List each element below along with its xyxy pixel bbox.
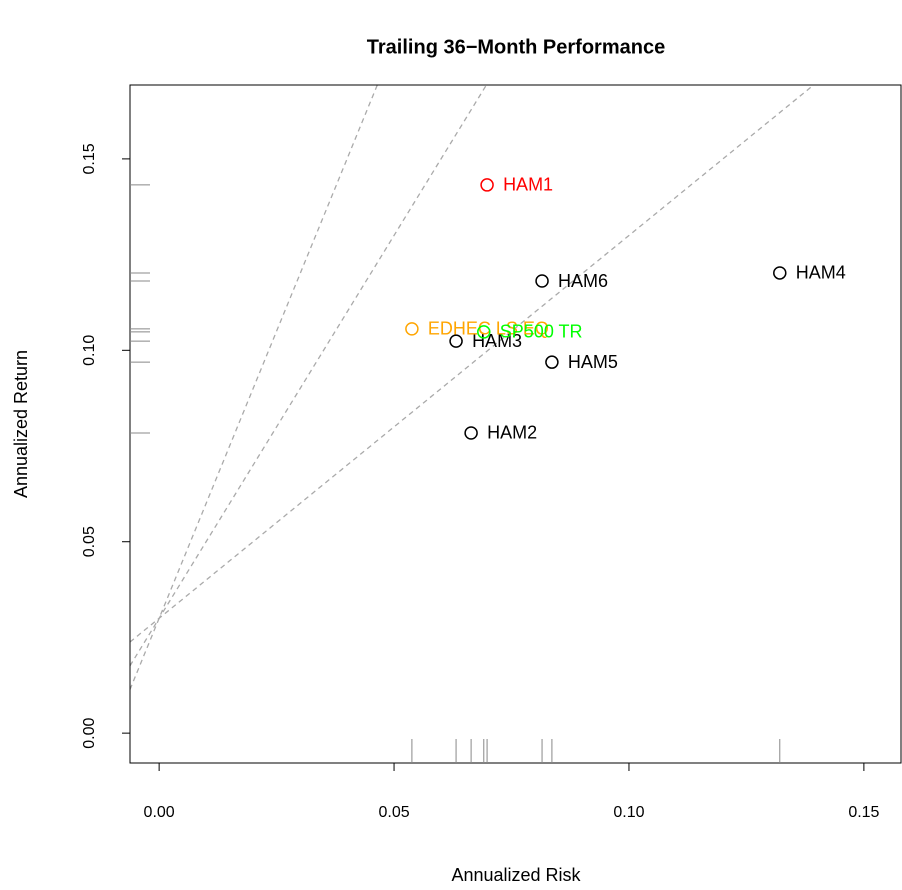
y-tick-label: 0.00 <box>81 717 98 748</box>
chart-title: Trailing 36−Month Performance <box>367 36 665 58</box>
y-tick-label: 0.05 <box>81 526 98 557</box>
point <box>464 426 478 440</box>
point-label: HAM6 <box>558 271 608 291</box>
sharpe-line <box>130 85 815 643</box>
point-label: HAM2 <box>487 423 537 443</box>
point <box>449 334 463 348</box>
point <box>480 178 494 192</box>
sharpe-line <box>130 85 488 667</box>
point-label: HAM3 <box>472 331 522 351</box>
x-tick-label: 0.10 <box>613 804 644 821</box>
x-tick-label: 0.05 <box>378 804 409 821</box>
point <box>405 322 419 336</box>
point-label: SP500 TR <box>500 322 583 342</box>
x-axis-title: Annualized Risk <box>451 865 581 885</box>
point <box>477 325 491 339</box>
point-label: HAM1 <box>503 175 553 195</box>
point <box>545 355 559 369</box>
point-label: HAM4 <box>796 263 846 283</box>
point <box>773 266 787 280</box>
y-tick-label: 0.10 <box>81 335 98 366</box>
y-axis-title: Annualized Return <box>11 350 31 498</box>
point-label: HAM5 <box>568 352 618 372</box>
x-tick-label: 0.15 <box>848 804 879 821</box>
point <box>535 274 549 288</box>
x-tick-label: 0.00 <box>144 804 175 821</box>
y-tick-label: 0.15 <box>81 143 98 174</box>
